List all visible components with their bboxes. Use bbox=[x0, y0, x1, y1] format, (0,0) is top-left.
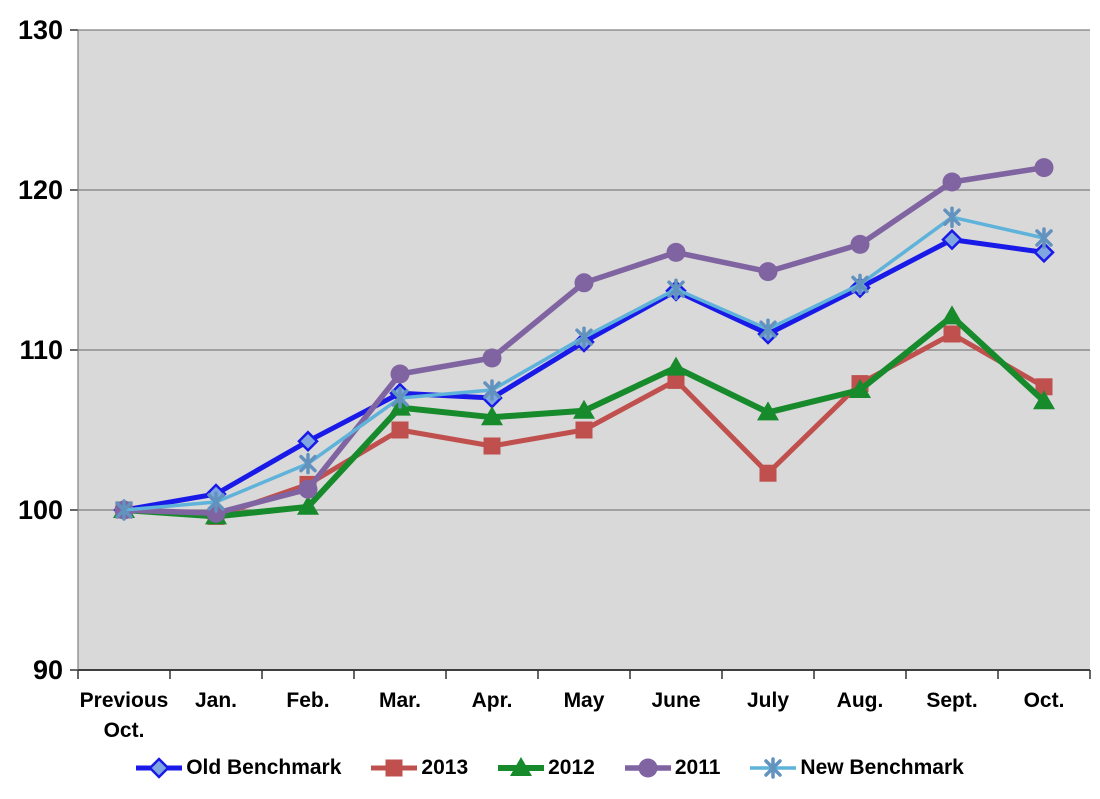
series-new-benchmark-star-marker bbox=[115, 499, 133, 521]
x-axis-label-jan: Jan. bbox=[195, 689, 237, 712]
series-new-benchmark-star-marker bbox=[667, 278, 685, 300]
series-2013-square-marker bbox=[943, 325, 961, 343]
series-2011-circle-marker bbox=[1034, 158, 1054, 178]
legend-2012-triangle-marker bbox=[510, 757, 533, 776]
series-2011-circle-marker bbox=[850, 234, 870, 254]
legend-item-2013: 2013 bbox=[371, 755, 468, 781]
x-axis-label-june: June bbox=[651, 689, 700, 712]
series-new-benchmark-star-marker bbox=[483, 379, 501, 401]
legend-2013-square-marker bbox=[385, 759, 403, 777]
legend-item-2012: 2012 bbox=[498, 755, 595, 781]
legend-label-2011: 2011 bbox=[674, 756, 721, 779]
legend-new-benchmark-glyph bbox=[750, 757, 797, 779]
legend-item-old-benchmark: Old Benchmark bbox=[136, 755, 341, 781]
x-axis-label-previous-oct: Previous bbox=[80, 689, 169, 712]
series-new-benchmark-star-marker bbox=[943, 206, 961, 228]
series-2012-triangle-marker bbox=[573, 399, 595, 419]
series-2012-triangle-marker bbox=[849, 379, 871, 398]
y-axis-label-90: 90 bbox=[33, 655, 63, 685]
series-2011-circle-marker bbox=[574, 273, 594, 293]
x-axis-label-aug: Aug. bbox=[837, 689, 884, 712]
x-axis-label-mar: Mar. bbox=[379, 689, 421, 712]
legend-old-benchmark-diamond-marker bbox=[148, 757, 170, 779]
series-2011-circle-marker bbox=[758, 262, 778, 282]
series-2013-square-marker bbox=[483, 437, 501, 455]
series-2011-circle-marker bbox=[666, 242, 686, 262]
y-axis-label-110: 110 bbox=[19, 335, 63, 365]
series-old-benchmark-diamond-marker bbox=[297, 430, 319, 452]
legend-old-benchmark-glyph bbox=[136, 757, 183, 779]
series-2013-square-marker bbox=[391, 421, 409, 439]
y-axis-label-100: 100 bbox=[18, 495, 63, 525]
legend-label-2013: 2013 bbox=[421, 756, 469, 779]
series-old-benchmark-diamond-marker bbox=[941, 228, 963, 251]
legend-new-benchmark-star-marker bbox=[764, 757, 783, 779]
series-new-benchmark-star-marker bbox=[759, 318, 777, 340]
x-axis-label-feb: Feb. bbox=[286, 689, 329, 712]
series-new-benchmark-star-marker bbox=[851, 273, 869, 296]
series-old-benchmark-diamond-marker bbox=[1033, 241, 1055, 264]
legend-2011-circle-marker bbox=[638, 758, 658, 778]
x-axis-label-previous-oct: Oct. bbox=[104, 719, 145, 742]
legend-label-old-benchmark: Old Benchmark bbox=[186, 756, 342, 779]
series-new-benchmark-star-marker bbox=[207, 491, 225, 513]
series-2011-circle-marker bbox=[298, 479, 318, 499]
y-axis-label-120: 120 bbox=[18, 175, 63, 205]
series-2012-triangle-marker bbox=[1033, 390, 1055, 410]
x-axis-label-oct: Oct. bbox=[1024, 689, 1065, 712]
series-new-benchmark-star-marker bbox=[1035, 227, 1053, 249]
series-2012-triangle-marker bbox=[481, 406, 503, 426]
series-new-benchmark-star-marker bbox=[391, 387, 409, 409]
series-new-benchmark-star-marker bbox=[299, 452, 317, 475]
series-2012-triangle-marker bbox=[297, 495, 319, 515]
series-2013-square-marker bbox=[575, 421, 593, 439]
series-2011-circle-marker bbox=[390, 364, 410, 384]
series-2011-circle-marker bbox=[482, 348, 502, 368]
series-2013-square-marker bbox=[759, 464, 777, 482]
legend-2012-glyph bbox=[498, 757, 545, 776]
series-2012-triangle-marker bbox=[757, 401, 779, 421]
series-2013-square-marker bbox=[1035, 378, 1053, 396]
x-axis-label-sept: Sept. bbox=[926, 689, 977, 712]
legend-label-new-benchmark: New Benchmark bbox=[800, 756, 964, 779]
legend-2013-glyph bbox=[371, 759, 418, 777]
x-axis-label-apr: Apr. bbox=[472, 689, 513, 712]
legend-2011-glyph bbox=[624, 758, 671, 778]
series-2012-triangle-marker bbox=[665, 356, 687, 376]
x-axis-label-july: July bbox=[747, 689, 789, 712]
legend-item-2011: 2011 bbox=[624, 755, 721, 781]
x-axis-label-may: May bbox=[564, 689, 605, 712]
legend-label-2012: 2012 bbox=[548, 756, 595, 779]
chart-legend: Old Benchmark 2013 2012 2011 New Benchmark bbox=[0, 746, 1100, 790]
series-2013-square-marker bbox=[667, 371, 685, 389]
series-2012-triangle-marker bbox=[941, 305, 963, 325]
legend-item-new-benchmark: New Benchmark bbox=[750, 755, 964, 781]
series-2011-circle-marker bbox=[942, 172, 962, 192]
y-axis-label-130: 130 bbox=[18, 15, 63, 45]
series-new-benchmark-star-marker bbox=[575, 326, 593, 348]
